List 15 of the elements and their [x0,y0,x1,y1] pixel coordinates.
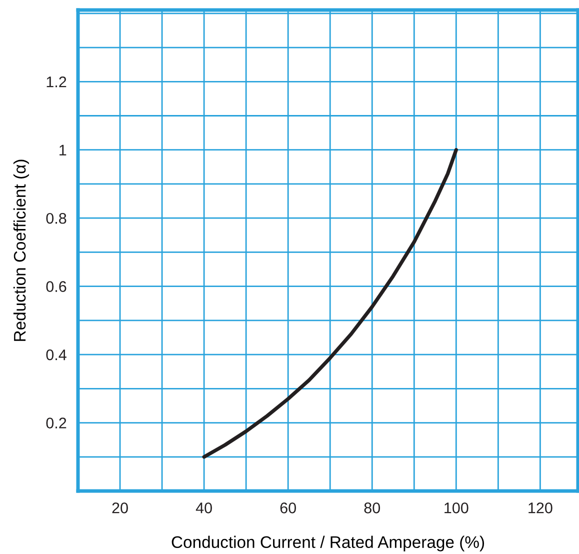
y-tick-label: 0.8 [46,212,66,224]
x-tick-label: 120 [528,502,552,514]
x-tick-label: 60 [280,502,296,514]
line-series [202,148,458,459]
x-tick-label: 80 [364,502,380,514]
y-tick-label: 1.2 [46,76,66,88]
x-tick-label: 100 [444,502,468,514]
y-tick-label: 0.4 [46,349,66,360]
x-tick-label: 20 [112,502,128,514]
x-tick-label: 40 [196,502,212,514]
y-axis-title: Reduction Coefficient (α) [13,160,29,341]
y-tick-label: 0.6 [46,281,66,292]
y-tick-label: 0.2 [46,418,66,428]
x-axis-title: Conduction Current / Rated Amperage (%) [172,536,484,552]
y-tick-label: 1 [60,144,66,156]
